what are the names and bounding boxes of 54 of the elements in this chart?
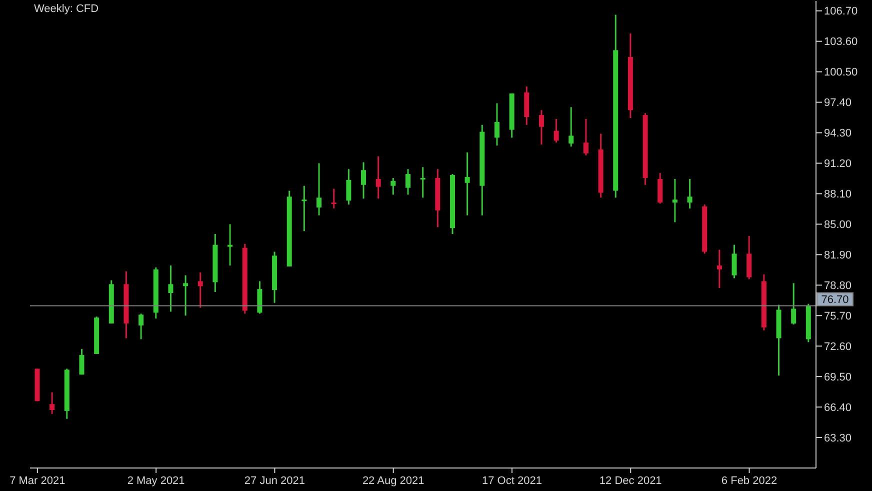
- y-tick-label: 78.80: [824, 280, 852, 292]
- x-tick-label: 27 Jun 2021: [244, 474, 305, 487]
- y-tick-label: 106.70: [824, 6, 858, 18]
- candlestick: [568, 106, 574, 148]
- candlestick: [687, 178, 692, 210]
- y-tick-label: 100.50: [824, 66, 858, 79]
- candlestick: [732, 244, 737, 279]
- candlestick: [390, 177, 396, 196]
- candlestick: [346, 168, 352, 206]
- candlestick: [538, 109, 544, 146]
- candlestick: [228, 223, 233, 266]
- x-tick-label: 2 May 2021: [127, 474, 185, 487]
- candlestick: [168, 264, 174, 312]
- candlestick: [257, 280, 262, 314]
- candlestick: [716, 248, 722, 289]
- x-tick-label: 17 Oct 2021: [482, 474, 542, 487]
- candlestick: [50, 392, 55, 415]
- y-tick-label: 66.40: [824, 402, 852, 414]
- candlestick: [658, 172, 663, 204]
- candlestick: [583, 118, 588, 156]
- y-tick-label: 85.00: [824, 219, 852, 232]
- candlestick: [464, 152, 470, 216]
- candlestick: [420, 166, 426, 198]
- candlestick: [672, 178, 678, 223]
- candlestick: [494, 102, 500, 146]
- y-tick-label: 72.60: [824, 340, 852, 353]
- candlestick: [791, 282, 796, 326]
- candlestick: [331, 188, 336, 210]
- candlestick: [406, 168, 410, 196]
- candlestick: [361, 161, 366, 200]
- candlestick: [554, 118, 559, 144]
- y-tick-label: 97.40: [824, 97, 852, 110]
- y-tick-label: 81.90: [824, 250, 852, 262]
- y-tick-label: 91.20: [824, 158, 852, 170]
- x-tick-label: 22 Aug 2021: [362, 474, 424, 487]
- candlestick: [316, 162, 322, 216]
- y-tick-label: 94.30: [824, 128, 852, 140]
- candlestick: [198, 272, 203, 308]
- candlestick: [302, 185, 307, 232]
- x-tick-label: 6 Feb 2022: [721, 474, 778, 487]
- candlestick: [183, 274, 188, 316]
- ref-line-label: 76.70: [821, 294, 849, 306]
- y-tick-label: 88.10: [824, 188, 852, 201]
- candlestick: [746, 235, 752, 280]
- candlestick: [376, 156, 381, 200]
- y-tick-label: 69.50: [824, 371, 852, 384]
- y-tick-label: 63.30: [824, 432, 852, 444]
- candlestick: [138, 312, 144, 340]
- y-tick-label: 103.60: [824, 36, 858, 48]
- x-tick-label: 7 Mar 2021: [10, 474, 66, 487]
- chart-title: Weekly: CFD: [34, 3, 99, 15]
- y-tick-label: 75.70: [824, 310, 852, 323]
- x-tick-label: 12 Dec 2021: [599, 474, 662, 487]
- candlestick: [79, 348, 84, 376]
